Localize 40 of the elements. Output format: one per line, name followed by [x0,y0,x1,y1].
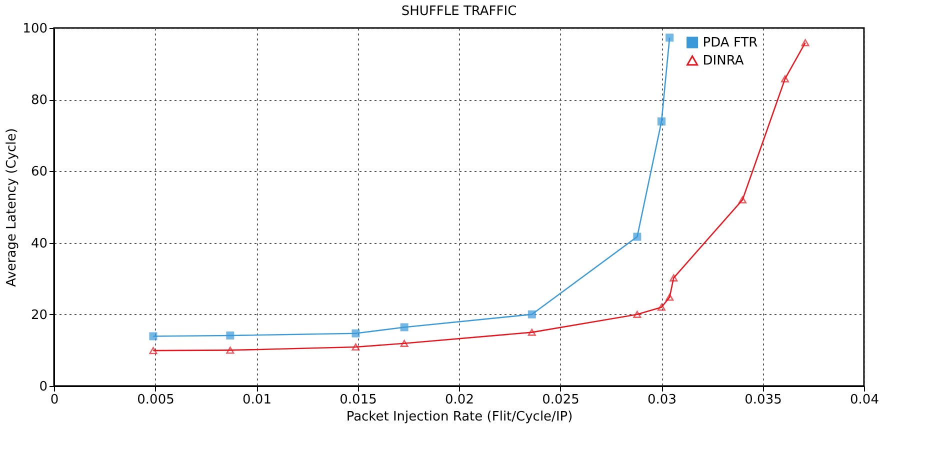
point [781,75,790,82]
x-tick-label: 0 [50,392,59,408]
y-tick-label: 40 [30,236,48,252]
x-axis-title: Packet Injection Rate (Flit/Cycle/IP) [346,410,573,424]
x-tick-label: 0.04 [850,392,879,408]
point [149,332,158,340]
point [528,310,536,318]
point [633,310,642,318]
point [400,340,408,347]
point [801,39,810,46]
y-tick-label: 60 [30,164,48,180]
point [352,329,360,338]
x-tick-label: 0.025 [542,392,580,408]
x-tick-label: 0.01 [242,392,272,408]
point [149,347,158,354]
point [657,117,666,126]
point [226,332,234,340]
x-tick-label: 0.03 [648,392,676,408]
point [670,274,678,282]
point [352,343,360,351]
point [738,196,747,204]
y-tick-label: 20 [30,308,48,323]
x-tick-label: 0.02 [445,392,474,408]
x-tick-label: 0.015 [340,392,377,408]
point [528,328,536,336]
y-tick-label: 80 [30,93,48,108]
legend-label: PDA FTR [702,36,758,50]
y-tick-label: 0 [39,380,48,394]
legend-label: DINRA [702,54,744,68]
point [666,294,674,301]
point [657,304,666,311]
x-tick-label: 0.005 [137,392,174,408]
y-tick-label: 100 [22,22,48,36]
y-axis-title: Average Latency (Cycle) [4,128,20,287]
point [400,323,408,332]
point [226,346,234,354]
point [666,34,674,42]
point [633,232,642,241]
chart-title: SHUFFLE TRAFFIC [401,4,517,19]
x-tick-label: 0.035 [744,392,782,408]
